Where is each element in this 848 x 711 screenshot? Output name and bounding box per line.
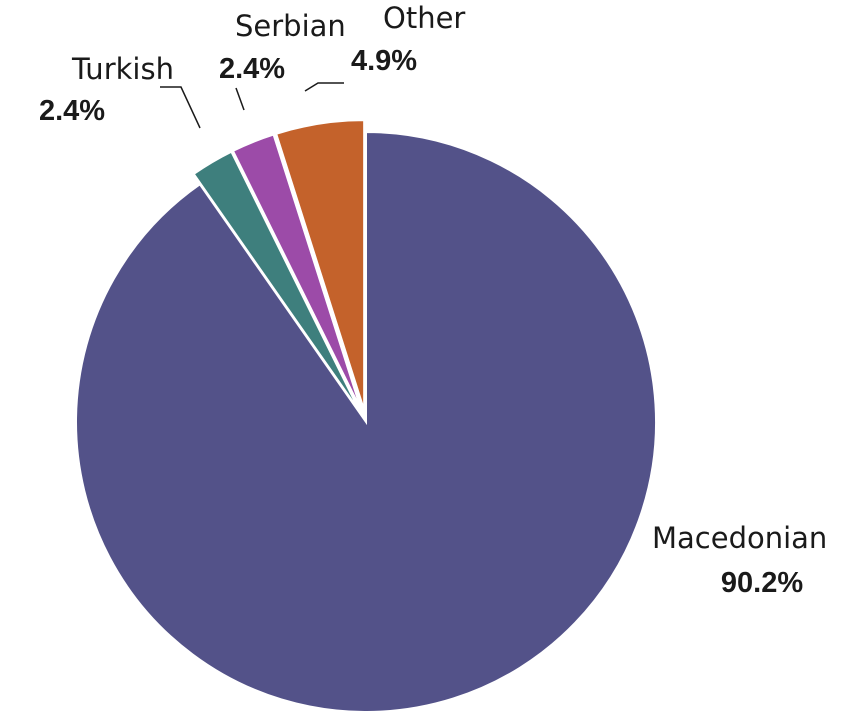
slice-label-other: Other — [383, 1, 465, 35]
pie-slice-other — [274, 119, 366, 411]
leader-line-turkish — [160, 86, 201, 129]
slices-layer — [75, 119, 657, 711]
pie-slice-turkish — [192, 150, 361, 413]
slice-label-serbian: Serbian — [235, 9, 346, 43]
slice-value-other: 4.9% — [351, 45, 417, 77]
labels-layer: Macedonian 90.2% Turkish 2.4% Serbian 2.4% Oth… — [39, 1, 827, 599]
slice-label-macedonian: Macedonian — [652, 521, 827, 555]
slice-value-macedonian: 90.2% — [721, 567, 803, 599]
slice-label-turkish: Turkish — [71, 52, 174, 86]
pie-slice-serbian — [231, 133, 363, 412]
slice-value-serbian: 2.4% — [219, 53, 285, 85]
pie-slice-macedonian — [75, 130, 657, 711]
leader-line-serbian — [235, 87, 245, 111]
leader-lines-layer — [160, 82, 344, 129]
slice-value-turkish: 2.4% — [39, 95, 105, 127]
leader-line-other — [304, 82, 344, 92]
